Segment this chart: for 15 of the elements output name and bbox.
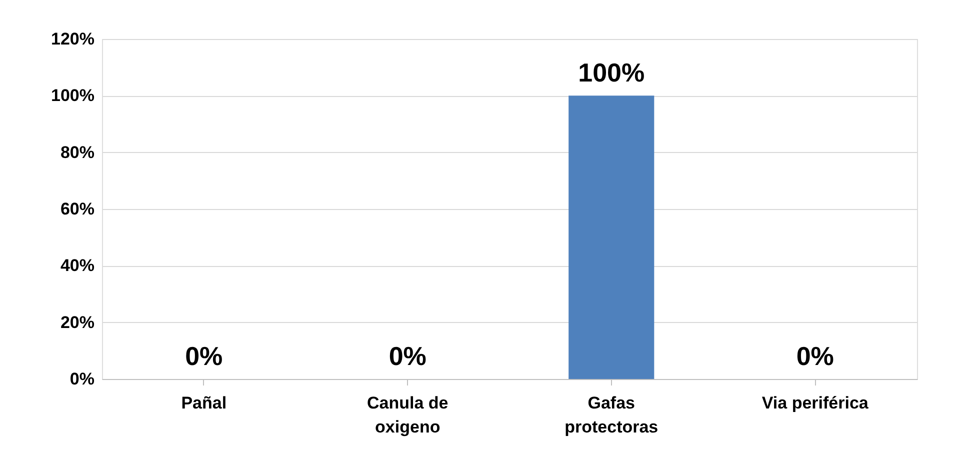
text: 0% [796,341,834,371]
y-tick-label: 60% [60,200,94,218]
y-tick-label: 120% [51,30,94,48]
text: 0% [388,341,426,371]
y-tick-label: 20% [60,312,94,332]
x-tick-label: Gafas protectoras [564,394,658,436]
y-tick-label: 100% [51,86,94,106]
y-tick-label: 80% [60,142,94,162]
x-tick-label: Canula de oxigeno [367,394,448,436]
text: 0% [185,341,223,371]
text: 100% [578,58,645,88]
y-tick-label: 0% [70,370,94,388]
x-tick-label: Pañal [181,394,227,412]
y-tick-label: 40% [60,256,94,276]
x-tick-label: Via periférica [762,394,869,412]
